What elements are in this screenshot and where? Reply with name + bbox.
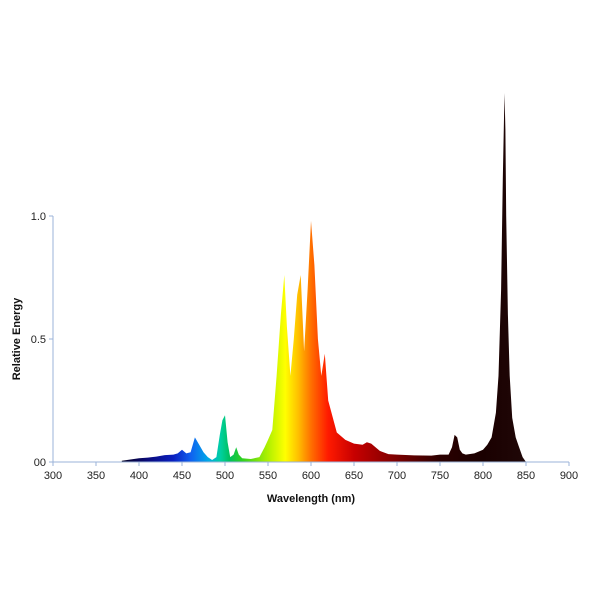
x-tick-label: 500 (216, 470, 234, 482)
axes: 300 350 400 450 500 550 600 650 700 750 800 850 900 0… (31, 211, 578, 482)
x-tick-label: 300 (44, 470, 62, 482)
y-tick-label: 00 (34, 457, 46, 469)
y-tick-label: 0.5 (31, 334, 46, 346)
x-tick-label: 900 (560, 470, 578, 482)
x-tick-label: 600 (302, 470, 320, 482)
x-axis-title: Wavelength (nm) (267, 493, 356, 505)
x-tick-label: 350 (87, 470, 105, 482)
x-tick-label: 400 (130, 470, 148, 482)
x-tick-label: 550 (259, 470, 277, 482)
plot-area (121, 93, 527, 462)
x-tick-label: 750 (431, 470, 449, 482)
x-tick-label: 850 (517, 470, 535, 482)
y-axis-title: Relative Energy (11, 297, 23, 380)
x-tick-label: 700 (388, 470, 406, 482)
spectrum-area-series-0 (121, 93, 527, 462)
x-tick-label: 800 (474, 470, 492, 482)
x-tick-label: 450 (173, 470, 191, 482)
x-tick-label: 650 (345, 470, 363, 482)
y-tick-label: 1.0 (31, 211, 46, 223)
